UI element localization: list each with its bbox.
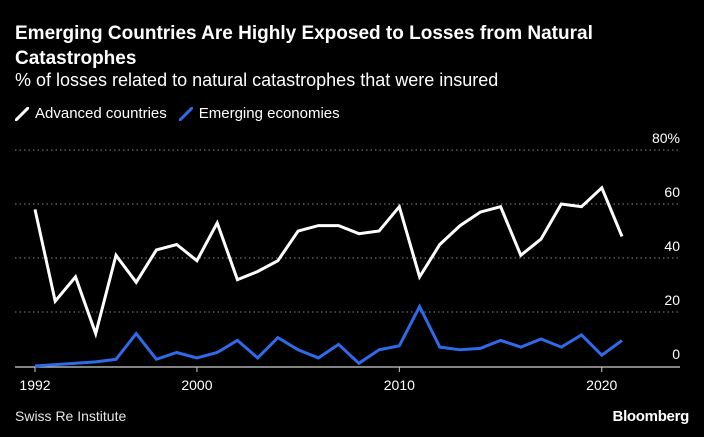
bloomberg-logo: Bloomberg bbox=[612, 408, 690, 425]
y-tick-label-20: 20 bbox=[664, 292, 680, 308]
y-tick-label-0: 0 bbox=[672, 346, 680, 362]
y-tick-label-40: 40 bbox=[664, 238, 680, 254]
x-tick-label-2000: 2000 bbox=[181, 377, 212, 393]
x-tick-label-2010: 2010 bbox=[384, 377, 415, 393]
series-line-emerging bbox=[34, 303, 623, 368]
x-tick-label-1992: 1992 bbox=[19, 377, 50, 393]
legend-swatch-advanced bbox=[15, 106, 29, 121]
source-note: Swiss Re Institute bbox=[15, 408, 127, 424]
y-tick-label-60: 60 bbox=[664, 184, 680, 200]
legend-item-advanced: Advanced countries bbox=[15, 105, 167, 122]
chart-title: Emerging Countries Are Highly Exposed to… bbox=[15, 23, 593, 69]
legend-swatch-emerging bbox=[178, 106, 193, 121]
chart-legend: Advanced countries Emerging economies bbox=[15, 105, 352, 122]
x-tick-label-2020: 2020 bbox=[586, 377, 617, 393]
chart-subtitle: % of losses related to natural catastrop… bbox=[15, 70, 499, 90]
legend-label-emerging: Emerging economies bbox=[198, 105, 340, 122]
legend-label-advanced: Advanced countries bbox=[35, 105, 167, 122]
series-line-advanced bbox=[33, 185, 624, 339]
y-tick-label-80: 80% bbox=[652, 130, 680, 146]
legend-item-emerging: Emerging economies bbox=[178, 105, 340, 122]
